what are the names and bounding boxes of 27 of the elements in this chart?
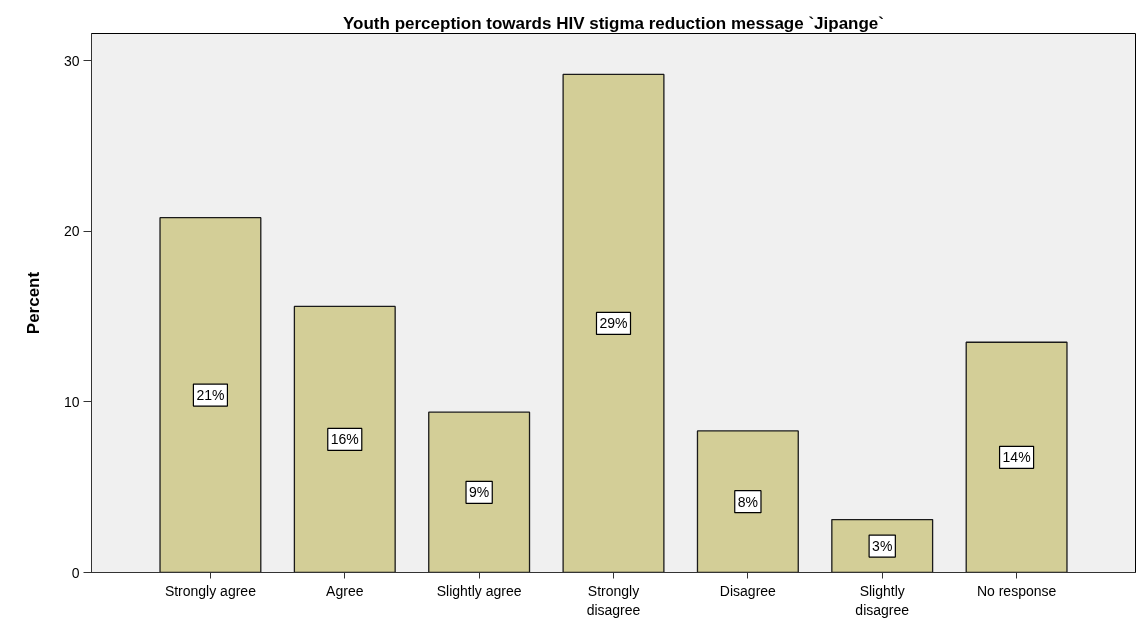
data-label: 29% bbox=[599, 315, 628, 332]
x-tick-label: Agree bbox=[326, 582, 364, 599]
chart-title: Youth perception towards HIV stigma reduction message `Jipange` bbox=[343, 13, 884, 33]
x-tick-label: Strongly disagree bbox=[586, 582, 641, 618]
data-label: 3% bbox=[872, 538, 893, 555]
bar bbox=[428, 411, 531, 573]
y-tick-label: 0 bbox=[71, 564, 80, 581]
bar bbox=[831, 518, 934, 573]
bar bbox=[696, 430, 799, 573]
data-label: 8% bbox=[737, 493, 758, 510]
data-label: 14% bbox=[1002, 449, 1031, 466]
x-tick-label: Slightly disagree bbox=[855, 582, 910, 618]
y-tick-label: 30 bbox=[63, 52, 80, 69]
bar bbox=[965, 341, 1068, 573]
data-label: 16% bbox=[330, 431, 359, 448]
bar bbox=[159, 217, 262, 573]
y-tick-label: 20 bbox=[63, 223, 80, 240]
data-label: 21% bbox=[196, 387, 225, 404]
x-tick-label: Disagree bbox=[719, 582, 777, 599]
y-axis-title: Percent bbox=[23, 271, 43, 335]
bar bbox=[293, 305, 396, 573]
x-tick-label: Strongly agree bbox=[164, 582, 257, 599]
bar bbox=[562, 73, 665, 573]
x-tick-label: No response bbox=[976, 582, 1057, 599]
data-label: 9% bbox=[469, 484, 490, 501]
x-tick-label: Slightly agree bbox=[436, 582, 522, 599]
y-tick-label: 10 bbox=[63, 393, 80, 410]
